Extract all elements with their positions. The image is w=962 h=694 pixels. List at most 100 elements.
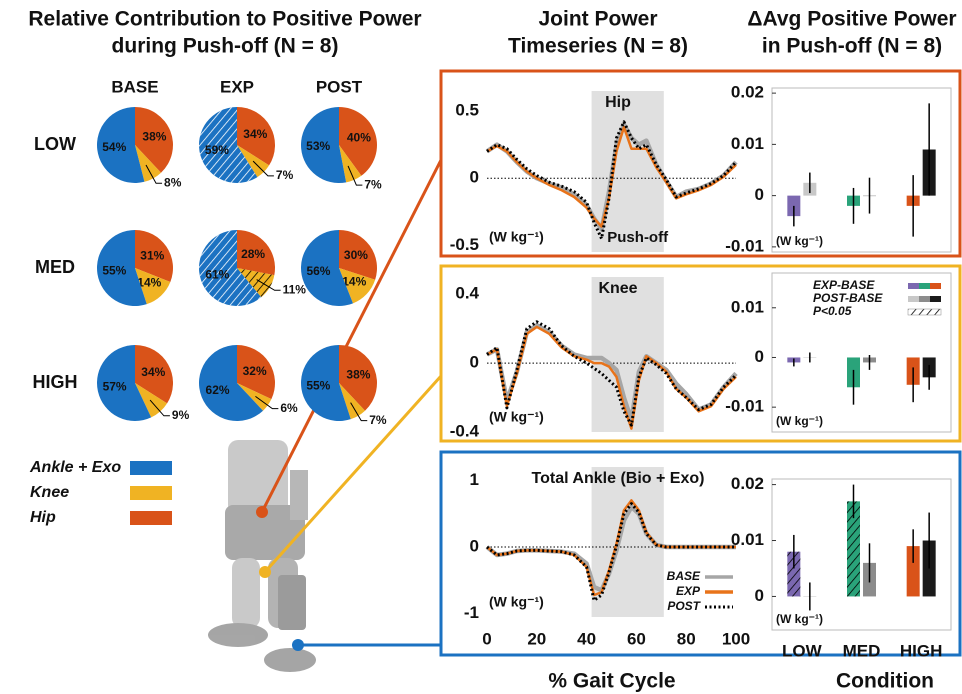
x-tick-label: 40 <box>577 629 596 648</box>
person-photo <box>208 440 316 672</box>
pie-value-label: 40% <box>347 131 371 145</box>
pie-value-label: 28% <box>241 247 265 261</box>
legend-swatch <box>930 283 941 289</box>
unit-label: (W kg⁻¹) <box>489 229 544 245</box>
hip-connector <box>262 160 441 512</box>
x-tick-label: 60 <box>627 629 646 648</box>
knee-dot <box>259 566 271 578</box>
y-tick-label: 0 <box>755 586 764 605</box>
y-tick-label: 0.01 <box>731 530 764 549</box>
column-heading: ΔAvg Positive Power <box>747 8 956 31</box>
y-tick-label: -0.4 <box>450 421 480 440</box>
pie-value-label: 11% <box>283 282 307 296</box>
pie-value-label: 9% <box>172 408 190 422</box>
legend-swatch <box>919 283 930 289</box>
y-tick-label: -0.01 <box>725 397 764 416</box>
legend-label: Hip <box>30 509 56 526</box>
pie-value-label: 38% <box>142 129 166 143</box>
legend-swatch <box>919 296 930 302</box>
y-tick-label: 0.5 <box>455 101 479 120</box>
pie-value-label: 61% <box>205 267 229 281</box>
pie-value-label: 53% <box>306 139 330 153</box>
row-label: LOW <box>34 134 76 154</box>
y-tick-label: -0.01 <box>725 236 764 255</box>
legend-swatch <box>908 296 919 302</box>
pie-value-label: 30% <box>344 248 368 262</box>
pie-value-label: 59% <box>205 143 229 157</box>
legend-swatch <box>908 283 919 289</box>
panel-title: Total Ankle (Bio + Exo) <box>532 470 705 487</box>
pie-value-label: 62% <box>206 383 230 397</box>
unit-label: (W kg⁻¹) <box>776 612 823 626</box>
column-heading: Joint Power <box>538 8 657 31</box>
pie-value-label: 31% <box>140 248 164 262</box>
pie-value-label: 55% <box>102 263 126 277</box>
pie-value-label: 32% <box>243 364 267 378</box>
pie-value-label: 7% <box>364 177 382 191</box>
y-tick-label: 0 <box>470 536 479 555</box>
column-label: EXP <box>220 77 254 96</box>
column-heading: in Push-off (N = 8) <box>762 35 942 58</box>
y-tick-label: 0.4 <box>455 284 479 303</box>
pie-value-label: 34% <box>243 127 267 141</box>
pie-value-label: 38% <box>346 367 370 381</box>
x-tick-label: MED <box>843 641 881 660</box>
x-tick-label: 0 <box>482 629 491 648</box>
y-tick-label: 0.02 <box>731 83 764 102</box>
y-tick-label: 1 <box>470 470 479 489</box>
legend-swatch <box>930 296 941 302</box>
x-tick-label: 100 <box>722 629 750 648</box>
x-tick-label: 80 <box>677 629 696 648</box>
x-tick-label: HIGH <box>900 641 943 660</box>
y-tick-label: 0 <box>470 168 479 187</box>
unit-label: (W kg⁻¹) <box>489 409 544 425</box>
y-tick-label: 0.01 <box>731 297 764 316</box>
pie-value-label: 54% <box>102 140 126 154</box>
pie-value-label: 56% <box>306 264 330 278</box>
legend-label: POST-BASE <box>813 291 883 305</box>
pie-title: Relative Contribution to Positive Power <box>28 8 421 31</box>
legend-label: Knee <box>30 484 69 501</box>
annotation: Push-off <box>607 229 669 246</box>
y-tick-label: 0.02 <box>731 474 764 493</box>
legend-swatch <box>908 309 941 315</box>
legend-label: P<0.05 <box>813 304 852 318</box>
unit-label: (W kg⁻¹) <box>776 234 823 248</box>
x-axis-label: Condition <box>836 670 934 693</box>
unit-label: (W kg⁻¹) <box>489 594 544 610</box>
y-tick-label: -1 <box>464 603 479 622</box>
hip-dot <box>256 506 268 518</box>
pie-value-label: 7% <box>369 413 387 427</box>
pie-value-label: 55% <box>306 378 330 392</box>
panel-title: Hip <box>605 94 631 111</box>
y-tick-label: 0.01 <box>731 134 764 153</box>
pie-value-label: 6% <box>280 401 298 415</box>
legend-label: BASE <box>667 569 701 583</box>
x-axis-label: % Gait Cycle <box>548 670 675 693</box>
row-label: MED <box>35 257 75 277</box>
legend-label: EXP-BASE <box>813 278 875 292</box>
pie-value-label: 7% <box>276 168 294 182</box>
legend-label: Ankle + Exo <box>29 459 121 476</box>
panel-title: Knee <box>598 280 637 297</box>
pie-title: during Push-off (N = 8) <box>112 35 339 58</box>
y-tick-label: 0 <box>755 185 764 204</box>
ankle-dot <box>292 639 304 651</box>
column-label: BASE <box>111 77 158 96</box>
legend-swatch <box>130 486 172 500</box>
pie-value-label: 34% <box>141 365 165 379</box>
legend-swatch <box>130 461 172 475</box>
row-label: HIGH <box>33 372 78 392</box>
column-heading: Timeseries (N = 8) <box>508 35 688 58</box>
legend-label: EXP <box>676 584 701 598</box>
pie-value-label: 57% <box>103 380 127 394</box>
legend-swatch <box>130 511 172 525</box>
x-tick-label: 20 <box>527 629 546 648</box>
x-tick-label: LOW <box>782 641 823 660</box>
legend-label: POST <box>667 599 701 613</box>
pie-value-label: 8% <box>164 175 182 189</box>
y-tick-label: 0 <box>470 353 479 372</box>
column-label: POST <box>316 77 363 96</box>
y-tick-label: -0.5 <box>450 235 479 254</box>
figure: Relative Contribution to Positive Power … <box>0 0 962 694</box>
